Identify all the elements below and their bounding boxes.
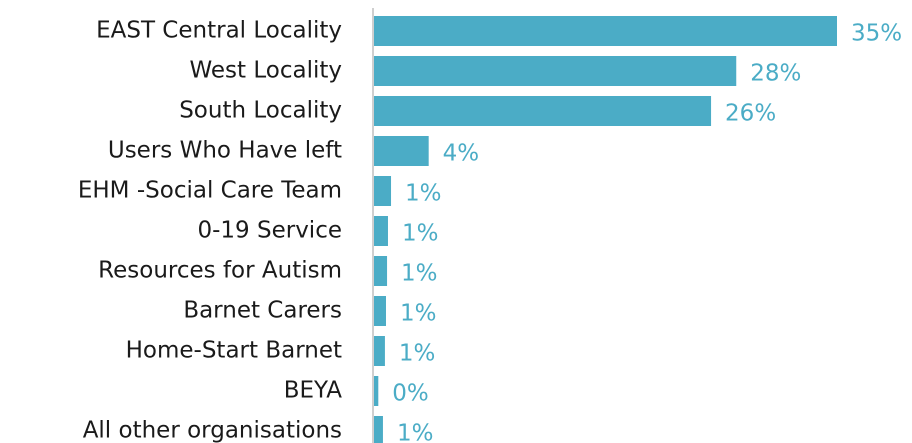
bar xyxy=(374,176,392,206)
data-label: 1% xyxy=(400,301,437,327)
bar xyxy=(374,56,737,86)
bar xyxy=(374,376,379,406)
category-label: All other organisations xyxy=(83,418,342,443)
category-label: Users Who Have left xyxy=(108,138,342,164)
bar xyxy=(374,256,388,286)
category-label: EHM -Social Care Team xyxy=(78,178,342,204)
data-label: 35% xyxy=(851,21,902,47)
data-label: 1% xyxy=(399,341,436,367)
bar xyxy=(374,416,383,443)
bar xyxy=(374,296,386,326)
data-label: 1% xyxy=(401,261,438,287)
data-label: 4% xyxy=(443,141,480,167)
data-label: 1% xyxy=(405,181,442,207)
category-label: South Locality xyxy=(179,98,342,124)
category-label: Home-Start Barnet xyxy=(126,338,342,364)
category-label: Barnet Carers xyxy=(183,298,342,324)
category-label: 0-19 Service xyxy=(197,218,342,244)
category-label: Resources for Autism xyxy=(98,258,342,284)
data-label: 0% xyxy=(392,381,429,407)
bar xyxy=(374,216,388,246)
data-label: 1% xyxy=(397,421,434,443)
category-label: West Locality xyxy=(190,58,343,84)
data-label: 1% xyxy=(402,221,439,247)
bar xyxy=(374,336,385,366)
data-label: 26% xyxy=(725,101,776,127)
bar xyxy=(374,16,837,46)
category-label: BEYA xyxy=(284,378,343,404)
category-label: EAST Central Locality xyxy=(96,18,342,44)
bar xyxy=(374,136,429,166)
data-label: 28% xyxy=(750,61,801,87)
bar xyxy=(374,96,712,126)
